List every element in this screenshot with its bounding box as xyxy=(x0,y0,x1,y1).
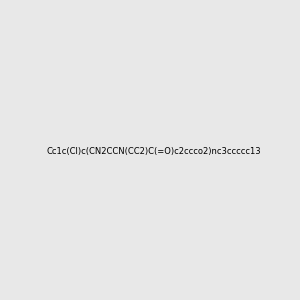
Text: Cc1c(Cl)c(CN2CCN(CC2)C(=O)c2ccco2)nc3ccccc13: Cc1c(Cl)c(CN2CCN(CC2)C(=O)c2ccco2)nc3ccc… xyxy=(46,147,261,156)
